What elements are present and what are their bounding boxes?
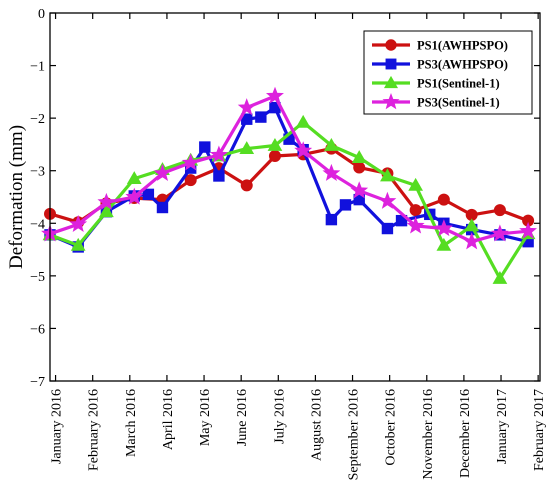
data-point bbox=[239, 141, 255, 155]
series bbox=[44, 142, 535, 229]
legend-entry: PS3(Sentinel-1) bbox=[372, 92, 500, 110]
data-point bbox=[406, 216, 425, 234]
legend-label: PS1(Sentinel-1) bbox=[417, 77, 500, 91]
data-point bbox=[519, 221, 538, 239]
y-axis: 0 −1 −2 −3 −4 −5 −6 −7 bbox=[30, 7, 540, 390]
data-point bbox=[153, 163, 172, 181]
data-point bbox=[237, 98, 256, 116]
series-line bbox=[49, 94, 529, 244]
data-point bbox=[351, 150, 367, 163]
y-tick-label: −4 bbox=[30, 217, 45, 232]
data-point bbox=[385, 39, 397, 51]
y-tick-label: −1 bbox=[30, 60, 45, 75]
data-point bbox=[462, 232, 481, 250]
data-point bbox=[409, 204, 422, 217]
data-point bbox=[434, 219, 453, 237]
data-point bbox=[125, 187, 144, 205]
x-tick-label: February 2017 bbox=[532, 389, 547, 471]
data-point bbox=[408, 177, 424, 191]
y-axis-label: Deformation (mm) bbox=[6, 125, 27, 269]
x-tick-label: September 2016 bbox=[347, 389, 362, 480]
y-tick-label: −6 bbox=[30, 322, 45, 337]
data-point bbox=[213, 170, 225, 182]
data-point bbox=[99, 204, 114, 218]
y-tick-label: −5 bbox=[30, 270, 45, 285]
x-tick-label: January 2016 bbox=[50, 389, 65, 464]
y-tick-label: 0 bbox=[38, 7, 45, 22]
data-point bbox=[181, 153, 200, 171]
data-point bbox=[268, 149, 281, 162]
y-tick-label: −7 bbox=[30, 375, 45, 390]
x-tick-label: February 2016 bbox=[87, 389, 102, 471]
x-tick-label: November 2016 bbox=[421, 389, 436, 480]
legend-label: PS3(AWHPSPO) bbox=[417, 58, 508, 72]
series bbox=[41, 86, 538, 250]
series-layer bbox=[41, 86, 538, 284]
data-point bbox=[156, 201, 169, 214]
data-point bbox=[97, 192, 116, 210]
series-line bbox=[49, 120, 530, 281]
data-point bbox=[126, 171, 142, 184]
series-line bbox=[49, 105, 529, 249]
x-tick-label: May 2016 bbox=[198, 389, 213, 446]
x-tick-label: August 2016 bbox=[309, 389, 324, 461]
data-point bbox=[437, 193, 450, 206]
data-point bbox=[381, 222, 394, 235]
legend-entry: PS3(AWHPSPO) bbox=[372, 58, 508, 72]
data-point bbox=[295, 114, 311, 128]
legend-label: PS1(AWHPSPO) bbox=[417, 39, 508, 53]
data-point bbox=[69, 214, 88, 232]
x-tick-label: April 2016 bbox=[161, 389, 176, 450]
data-point bbox=[353, 161, 366, 174]
y-tick-label: −2 bbox=[30, 112, 45, 127]
data-point bbox=[382, 92, 400, 110]
x-tick-label: June 2016 bbox=[235, 389, 250, 446]
data-point bbox=[493, 204, 506, 217]
legend-label: PS3(Sentinel-1) bbox=[417, 96, 500, 110]
data-point bbox=[240, 179, 253, 192]
data-point bbox=[184, 174, 197, 187]
data-point bbox=[199, 141, 211, 153]
data-point bbox=[324, 137, 339, 151]
legend-entry: PS1(Sentinel-1) bbox=[372, 75, 500, 91]
data-point bbox=[492, 270, 508, 284]
data-point bbox=[209, 145, 228, 163]
data-point bbox=[265, 86, 284, 104]
series-line bbox=[49, 147, 529, 224]
x-axis: January 2016 February 2016 March 2016 April… bbox=[50, 13, 547, 480]
x-tick-label: March 2016 bbox=[124, 389, 139, 457]
data-point bbox=[385, 58, 397, 70]
data-point bbox=[142, 188, 155, 201]
data-point bbox=[294, 141, 313, 159]
data-point bbox=[378, 191, 397, 209]
data-point bbox=[255, 111, 267, 123]
data-point bbox=[325, 213, 338, 226]
data-point bbox=[70, 237, 86, 251]
data-point bbox=[380, 168, 395, 182]
data-point bbox=[490, 224, 509, 242]
data-point bbox=[464, 218, 480, 232]
legend: PS1(AWHPSPO) PS3(AWHPSPO) PS1(Sentinel-1) P… bbox=[363, 30, 533, 115]
x-tick-label: October 2016 bbox=[384, 389, 399, 466]
x-tick-label: July 2016 bbox=[272, 389, 287, 444]
data-point bbox=[436, 237, 452, 251]
data-point bbox=[350, 181, 369, 199]
x-tick-label: December 2016 bbox=[458, 389, 473, 478]
y-tick-label: −3 bbox=[30, 165, 45, 180]
data-point bbox=[322, 163, 341, 181]
x-tick-label: January 2017 bbox=[495, 389, 510, 464]
plot-frame bbox=[49, 12, 541, 382]
data-point bbox=[267, 137, 283, 151]
legend-entry: PS1(AWHPSPO) bbox=[372, 39, 508, 53]
data-point bbox=[383, 75, 399, 89]
data-point bbox=[339, 199, 352, 211]
